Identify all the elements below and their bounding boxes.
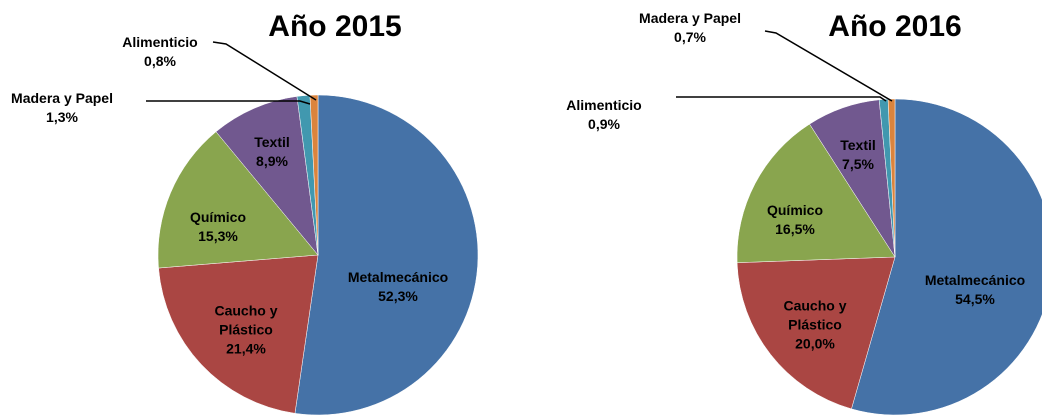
slice-label: Metalmecánico 52,3%	[348, 268, 448, 306]
slice-label: Madera y Papel 1,3%	[11, 89, 113, 127]
slice-label: Químico 15,3%	[190, 208, 246, 246]
pie-slice	[294, 94, 479, 415]
slice-label: Madera y Papel 0,7%	[639, 9, 741, 47]
value-label: 21,4%	[226, 340, 266, 357]
category-label: Químico	[766, 202, 824, 218]
slice-label: Textil 8,9%	[254, 133, 290, 171]
chart-title: Año 2015	[268, 10, 402, 43]
value-label: 0,9%	[588, 116, 620, 132]
chart-title: Año 2016	[828, 10, 962, 43]
value-label: 20,0%	[795, 335, 835, 352]
pie-slice	[215, 96, 319, 256]
value-label: 7,5%	[842, 156, 874, 172]
category-label: Químico	[189, 209, 247, 225]
slice-label: Caucho y Plástico 20,0%	[775, 297, 855, 354]
value-label: 54,5%	[955, 291, 995, 307]
category-label: Madera y Papel	[639, 10, 741, 26]
slice-label: Textil 7,5%	[840, 136, 876, 174]
category-label: Caucho y Plástico	[214, 302, 278, 338]
leader-line	[764, 30, 893, 102]
category-label: Textil	[840, 137, 876, 153]
value-label: 8,9%	[256, 153, 288, 169]
pie-slice	[736, 256, 896, 410]
category-label: Alimenticio	[122, 34, 198, 50]
category-label: Caucho y Plástico	[783, 297, 847, 333]
pie-slice	[851, 98, 1042, 415]
pie-slice	[309, 94, 319, 256]
value-label: 15,3%	[198, 228, 238, 244]
value-label: 0,7%	[674, 29, 706, 45]
value-label: 1,3%	[46, 109, 78, 125]
slice-label: Alimenticio 0,9%	[566, 96, 641, 134]
leader-line	[212, 41, 317, 101]
slice-label: Caucho y Plástico 21,4%	[206, 302, 286, 359]
value-label: 0,8%	[144, 53, 176, 69]
slice-label: Alimenticio 0,8%	[122, 33, 197, 71]
category-label: Metalmecánico	[347, 269, 449, 285]
value-label: 16,5%	[775, 221, 815, 237]
category-label: Textil	[254, 134, 290, 150]
pie-slice	[157, 131, 319, 269]
leader-line	[146, 100, 311, 105]
value-label: 52,3%	[378, 288, 418, 304]
slice-label: Químico 16,5%	[767, 201, 823, 239]
pie-slice	[158, 254, 319, 414]
category-label: Alimenticio	[566, 97, 642, 113]
leader-line	[676, 96, 887, 102]
slice-label: Metalmecánico 54,5%	[925, 271, 1025, 309]
category-label: Madera y Papel	[11, 90, 113, 106]
category-label: Metalmecánico	[924, 272, 1026, 288]
pie-slice	[736, 123, 896, 263]
